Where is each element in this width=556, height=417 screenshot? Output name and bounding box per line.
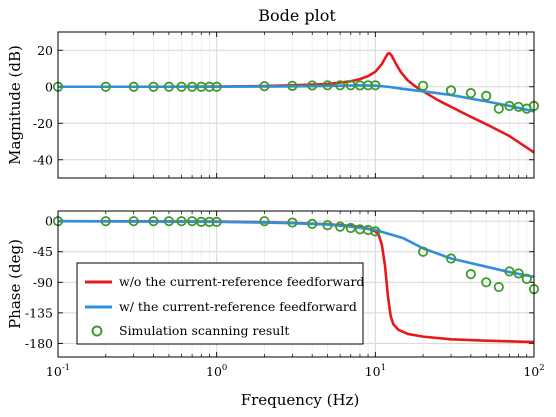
magnitude-y-tick-label: 20 [37,43,53,58]
phase-scan-point [163,216,174,227]
magnitude-y-axis-label: Magnitude (dB) [6,45,24,165]
phase-scan-point [362,224,374,236]
phase-scan-point [204,216,215,227]
phase-scan-point [287,217,298,228]
magnitude-scan-point [211,81,222,92]
phase-axes-frame [57,210,535,358]
x-tick-exponent: 2 [539,363,544,373]
phase-y-tick-label: -180 [25,336,53,351]
phase-scan-point [100,216,111,227]
x-tick-exponent: 1 [381,363,386,373]
magnitude-series-line-1 [58,83,534,113]
phase-scan-point [128,216,139,227]
phase-scan-point [322,220,333,231]
legend-label-without-feedforward: w/o the current-reference feedforward [119,274,364,289]
phase-y-axis-label: Phase (deg) [6,239,24,329]
phase-scan-point [417,246,429,257]
phase-y-tick-label: -90 [33,275,53,290]
phase-scan-point [148,216,159,227]
phase-scan-point [445,253,457,264]
phase-scan-point [211,216,222,227]
legend-marker-green-circle [91,325,103,337]
magnitude-scan-point [481,90,492,101]
magnitude-scan-point [417,80,429,91]
phase-scan-point [176,216,187,227]
magnitude-scan-point [176,81,187,92]
magnitude-scan-point [163,81,174,92]
legend-label-simulation: Simulation scanning result [119,323,289,338]
magnitude-scan-point [259,81,270,92]
magnitude-scan-point [148,81,159,92]
magnitude-scan-point [128,81,139,92]
magnitude-scan-point [100,81,111,92]
magnitude-scan-point [335,80,346,91]
phase-y-tick-label: 0 [45,214,53,229]
magnitude-scan-point [287,80,298,91]
magnitude-scan-point [493,103,504,114]
magnitude-y-tick-label: -20 [33,116,53,131]
magnitude-scan-point [445,85,457,96]
magnitude-plot-area [58,32,534,178]
magnitude-scan-point [362,80,374,91]
x-tick-label: 100 [206,363,227,379]
magnitude-scan-point [204,81,215,92]
x-axis-label: Frequency (Hz) [241,391,360,409]
phase-scan-point [504,266,515,277]
x-tick-label: 101 [365,363,386,379]
magnitude-y-tick-label: -40 [33,152,53,167]
phase-scan-point [513,268,524,279]
phase-scan-point [335,221,346,232]
magnitude-scan-point [465,88,476,99]
magnitude-scan-point [307,80,318,91]
x-tick-exponent: 0 [222,363,227,373]
legend: w/o the current-reference feedforward w/… [76,262,364,345]
magnitude-y-tick-label: 0 [45,79,53,94]
phase-scan-point [345,222,356,234]
x-tick-label: 102 [523,363,544,379]
phase-scan-point [259,216,270,227]
phase-scan-point [370,226,381,237]
magnitude-scan-point [370,80,381,91]
phase-scan-point [521,273,532,285]
phase-scan-point [493,281,504,293]
x-tick-label: 10-1 [46,363,70,379]
chart-title: Bode plot [258,6,336,25]
phase-series-line-1 [58,219,534,279]
phase-scan-point [481,277,492,288]
x-tick-exponent: -1 [62,363,70,373]
legend-box [76,262,364,345]
magnitude-axes-frame [57,31,535,179]
phase-y-tick-label: -135 [25,305,53,320]
phase-scan-point [465,269,476,280]
phase-scan-point [307,218,318,229]
magnitude-panel: 20 0 -20 -40 [33,31,540,179]
magnitude-scan-point [322,80,333,91]
legend-label-with-feedforward: w/ the current-reference feedforward [119,299,357,314]
phase-y-tick-label: -45 [33,244,53,259]
